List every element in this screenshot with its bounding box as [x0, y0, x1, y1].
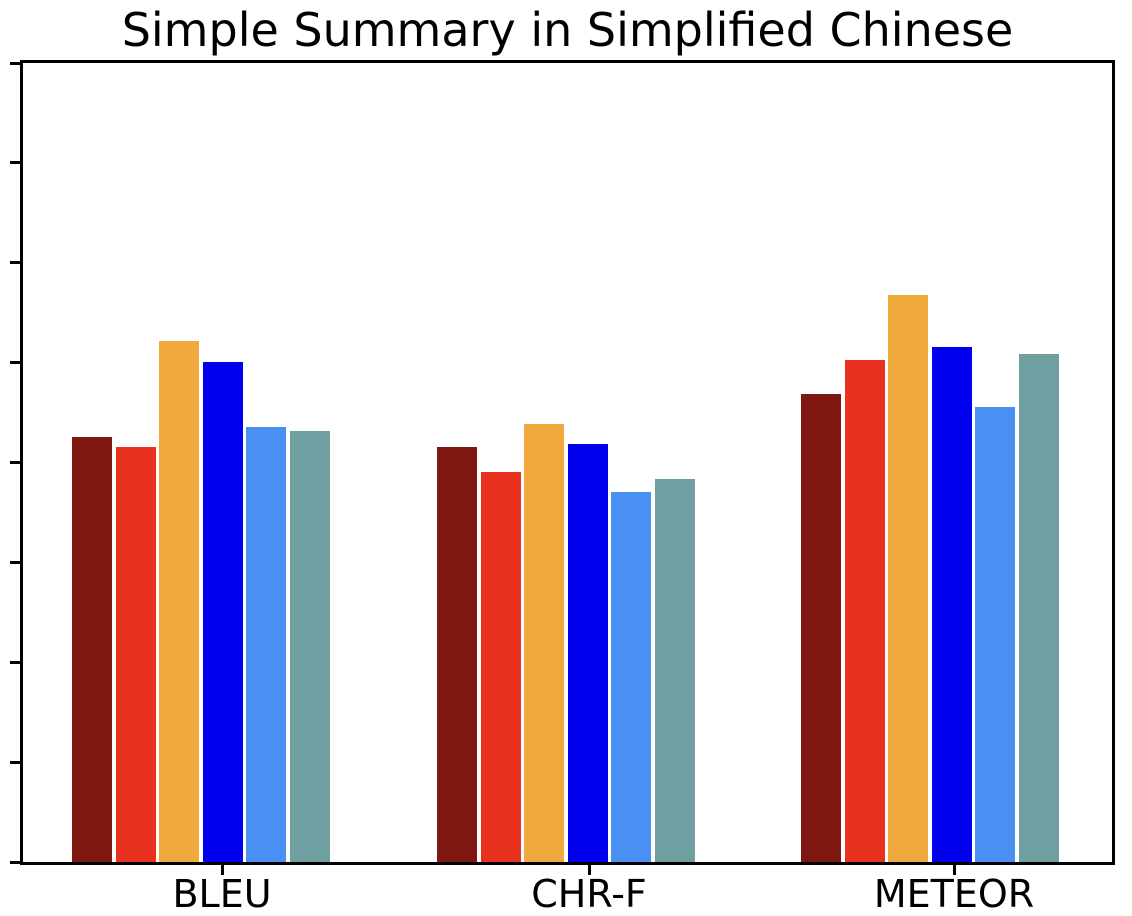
y-axis-tick-4 — [10, 461, 20, 464]
y-axis-tick-3 — [10, 560, 20, 564]
bar-dark-red-meteor — [801, 394, 841, 862]
x-axis-label-bleu: BLEU — [172, 872, 272, 916]
bar-cornflower-blue-meteor — [975, 407, 1016, 862]
chart-title: Simple Summary in Simplified Chinese — [121, 3, 1014, 57]
bar-cadet-teal-bleu — [290, 431, 330, 862]
bar-red-bleu — [115, 447, 156, 862]
bar-red-meteor — [844, 360, 885, 862]
bar-orange-chr-f — [524, 424, 565, 862]
y-axis-tick-5 — [10, 361, 20, 365]
bar-cornflower-blue-chr-f — [611, 492, 652, 862]
bar-blue-meteor — [931, 347, 972, 862]
y-axis-tick-6 — [10, 261, 20, 265]
bar-orange-bleu — [159, 341, 200, 862]
plot-area — [10, 60, 1115, 875]
y-axis-tick-0 — [10, 860, 20, 864]
x-axis-tick-bleu — [220, 865, 224, 875]
bar-red-chr-f — [480, 472, 521, 862]
bar-dark-red-chr-f — [437, 447, 477, 862]
bar-blue-bleu — [202, 362, 243, 862]
x-axis-tick-meteor — [952, 865, 956, 875]
x-axis-tick-chr-f — [587, 865, 591, 875]
x-axis-label-meteor: METEOR — [873, 872, 1035, 916]
bar-cornflower-blue-bleu — [246, 427, 287, 862]
y-axis-tick-1 — [10, 760, 20, 764]
bar-cadet-teal-chr-f — [655, 479, 695, 862]
bar-dark-red-bleu — [72, 437, 112, 862]
bar-orange-meteor — [888, 295, 929, 862]
y-axis-tick-7 — [10, 161, 20, 165]
x-axis-label-chr-f: CHR-F — [531, 872, 647, 916]
bar-cadet-teal-meteor — [1019, 354, 1059, 862]
y-axis-tick-2 — [10, 660, 20, 664]
y-axis-tick-8 — [10, 61, 20, 65]
bar-blue-chr-f — [567, 444, 608, 862]
